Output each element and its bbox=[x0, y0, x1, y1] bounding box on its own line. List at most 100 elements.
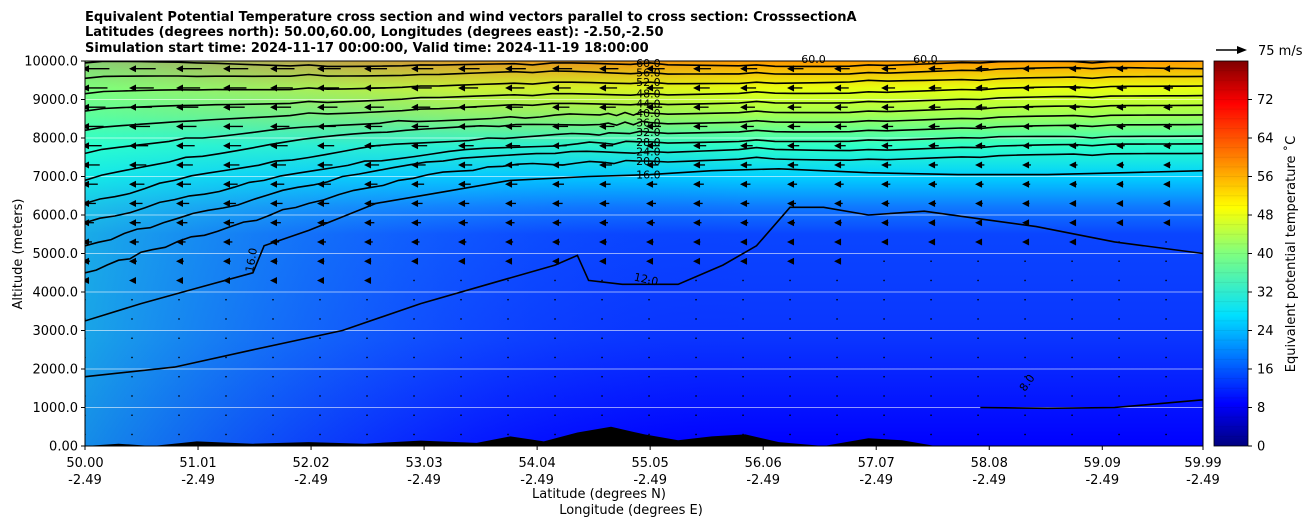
wind-vector-head bbox=[176, 122, 184, 130]
wind-vector-head bbox=[458, 65, 466, 73]
wind-vector-head bbox=[834, 219, 842, 227]
wind-vector bbox=[883, 279, 885, 282]
wind-vector-head bbox=[1116, 199, 1124, 207]
wind-vector bbox=[460, 375, 462, 378]
wind-vector-head bbox=[787, 122, 795, 130]
wind-vector bbox=[272, 375, 274, 378]
wind-vector-head bbox=[85, 257, 89, 265]
colorbar-tick-label: 32 bbox=[1257, 286, 1274, 301]
wind-vector bbox=[413, 414, 415, 417]
wind-vector bbox=[178, 414, 180, 417]
wind-vector-head bbox=[881, 142, 889, 150]
wind-vector bbox=[742, 318, 744, 320]
wind-vector-head bbox=[881, 84, 889, 92]
wind-vector-head bbox=[787, 161, 795, 169]
wind-vector bbox=[1165, 337, 1167, 340]
wind-vector bbox=[1024, 279, 1026, 282]
wind-vector-head bbox=[928, 142, 936, 150]
wind-vector bbox=[1024, 433, 1026, 436]
contour-label: 32.0 bbox=[636, 126, 661, 139]
wind-vector-head bbox=[646, 180, 654, 188]
wind-vector bbox=[930, 356, 932, 359]
wind-vector-head bbox=[364, 161, 372, 169]
wind-vector bbox=[789, 337, 791, 340]
wind-vector-head bbox=[317, 257, 325, 265]
wind-vector bbox=[930, 260, 932, 263]
wind-vector-head bbox=[599, 238, 607, 246]
wind-vector-head bbox=[364, 199, 372, 207]
x-tick-label-lat: 54.04 bbox=[519, 456, 556, 471]
wind-vector-head bbox=[646, 103, 654, 111]
wind-vector-head bbox=[176, 199, 184, 207]
wind-vector bbox=[601, 337, 603, 340]
wind-vector-head bbox=[1116, 161, 1124, 169]
wind-vector-head bbox=[834, 180, 842, 188]
contour-line-48.0 bbox=[85, 85, 1203, 112]
wind-vector bbox=[695, 356, 697, 359]
contour-label: 40.0 bbox=[636, 107, 661, 120]
wind-vector-head bbox=[928, 84, 936, 92]
wind-vector-head bbox=[176, 65, 184, 73]
x-axis-label-longitude: Longitude (degrees E) bbox=[559, 503, 703, 518]
wind-vector bbox=[1024, 260, 1026, 263]
wind-vector-head bbox=[693, 161, 701, 169]
wind-vector bbox=[507, 279, 509, 282]
wind-vector bbox=[836, 318, 838, 320]
y-tick-label: 5000.0 bbox=[33, 247, 79, 262]
wind-vector-head bbox=[646, 219, 654, 227]
wind-vector-head bbox=[317, 103, 325, 111]
colorbar-ticks: 0 8 16 24 32 40 48 56 64 72 bbox=[1248, 93, 1274, 455]
wind-vector-head bbox=[458, 84, 466, 92]
wind-vector bbox=[1118, 298, 1120, 301]
wind-vector-head bbox=[411, 199, 419, 207]
wind-vector-head bbox=[599, 199, 607, 207]
wind-vector bbox=[225, 395, 227, 397]
wind-vector-head bbox=[270, 161, 278, 169]
wind-vector bbox=[507, 414, 509, 417]
contour-labels: 16.020.024.028.032.036.040.044.048.052.0… bbox=[243, 53, 1038, 394]
wind-vector-head bbox=[129, 276, 137, 284]
x-tick-label-lon: -2.49 bbox=[407, 473, 441, 488]
contour-line-8.0 bbox=[980, 399, 1203, 410]
wind-vector bbox=[601, 395, 603, 397]
wind-vector bbox=[695, 414, 697, 417]
wind-vector-head bbox=[223, 180, 231, 188]
wind-vector bbox=[742, 395, 744, 397]
contour-line-44.0 bbox=[85, 94, 1203, 132]
wind-vector-head bbox=[85, 180, 89, 188]
wind-vector-head bbox=[317, 276, 325, 284]
wind-vector-head bbox=[85, 103, 89, 111]
wind-vector-head bbox=[505, 238, 513, 246]
contour-label: 36.0 bbox=[636, 117, 661, 130]
wind-vector bbox=[366, 356, 368, 359]
wind-vector bbox=[413, 356, 415, 359]
wind-vector-head bbox=[693, 199, 701, 207]
wind-vector-head bbox=[129, 65, 137, 73]
wind-vector bbox=[648, 356, 650, 359]
x-tick-label-lat: 53.03 bbox=[405, 456, 442, 471]
wind-vector bbox=[507, 375, 509, 378]
wind-vector bbox=[460, 298, 462, 301]
wind-vector-head bbox=[599, 122, 607, 130]
wind-vector-head bbox=[364, 276, 372, 284]
wind-vector bbox=[789, 318, 791, 320]
wind-vector bbox=[742, 298, 744, 301]
wind-vector bbox=[883, 337, 885, 340]
wind-vector-head bbox=[458, 199, 466, 207]
wind-vector bbox=[883, 298, 885, 301]
wind-vector bbox=[319, 375, 321, 378]
colorbar: 0 8 16 24 32 40 48 56 64 72 Equivalent potential … bbox=[1213, 60, 1299, 455]
wind-vector bbox=[601, 298, 603, 301]
quiver-key-arrowhead-icon bbox=[1237, 46, 1247, 54]
x-tick-label-lat: 50.00 bbox=[66, 456, 103, 471]
wind-vector-head bbox=[928, 238, 936, 246]
wind-vector-head bbox=[317, 199, 325, 207]
wind-vector bbox=[460, 433, 462, 436]
wind-vector bbox=[1024, 395, 1026, 397]
wind-vector-head bbox=[928, 65, 936, 73]
wind-vector-head bbox=[646, 122, 654, 130]
x-tick-label-lon: -2.49 bbox=[859, 473, 893, 488]
wind-vector-head bbox=[223, 142, 231, 150]
wind-vector-head bbox=[881, 180, 889, 188]
wind-vector bbox=[366, 414, 368, 417]
